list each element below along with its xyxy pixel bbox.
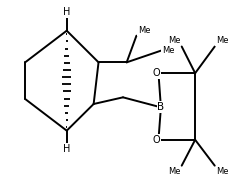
Text: Me: Me: [168, 167, 181, 176]
Text: Me: Me: [216, 36, 229, 45]
Text: Me: Me: [162, 46, 175, 55]
Text: O: O: [153, 135, 160, 145]
Text: Me: Me: [168, 36, 181, 45]
Text: H: H: [63, 144, 70, 154]
Text: H: H: [63, 7, 70, 17]
Text: Me: Me: [138, 26, 150, 35]
Text: Me: Me: [216, 167, 229, 176]
Text: B: B: [157, 102, 165, 112]
Text: O: O: [153, 68, 160, 78]
